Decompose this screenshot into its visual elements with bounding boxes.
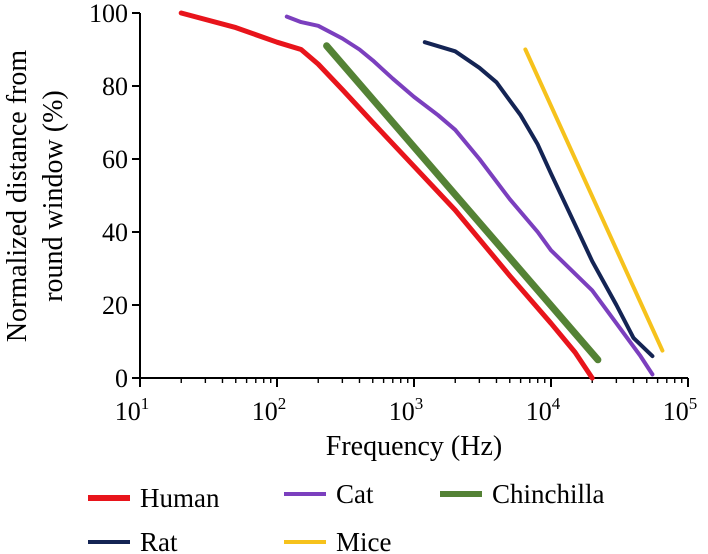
legend-item-cat: Cat	[284, 479, 374, 509]
series-line-chinchilla	[323, 42, 602, 364]
y-axis-title-line-1: Normalized distance from	[2, 50, 33, 343]
y-tick-label: 0	[115, 364, 128, 393]
legend-label: Mice	[336, 527, 391, 554]
legend-item-mice: Mice	[284, 527, 391, 554]
x-axis: 101 102 103 104 105	[115, 377, 698, 426]
legend-item-rat: Rat	[88, 527, 178, 554]
legend: Human Cat Chinchilla Rat Mice	[88, 479, 604, 554]
x-tick-label: 102	[252, 394, 287, 426]
legend-label: Human	[140, 483, 220, 513]
y-axis-title: Normalized distance from round window (%…	[2, 50, 69, 343]
x-tick-label: 103	[389, 394, 424, 426]
y-tick-label: 40	[102, 218, 128, 247]
y-tick-label: 80	[102, 72, 128, 101]
series-line-human	[178, 10, 595, 381]
x-axis-title: Frequency (Hz)	[326, 431, 502, 462]
y-tick-label: 20	[102, 291, 128, 320]
series-line-rat	[422, 40, 655, 359]
legend-item-chinchilla: Chinchilla	[440, 479, 604, 509]
legend-label: Cat	[336, 479, 374, 509]
x-tick-label: 105	[663, 394, 698, 426]
legend-label: Chinchilla	[492, 479, 604, 509]
series-line-cat	[284, 14, 655, 377]
y-tick-label: 100	[89, 0, 128, 28]
y-tick-label: 60	[102, 145, 128, 174]
plot-area	[178, 10, 665, 381]
x-tick-label: 101	[115, 394, 150, 426]
y-axis-title-line-2: round window (%)	[38, 90, 69, 302]
series-line-mice	[523, 47, 665, 353]
x-tick-label: 104	[526, 394, 561, 426]
legend-label: Rat	[140, 527, 178, 554]
legend-item-human: Human	[88, 483, 220, 513]
y-axis: 0 20 40 60 80 100	[89, 0, 141, 393]
